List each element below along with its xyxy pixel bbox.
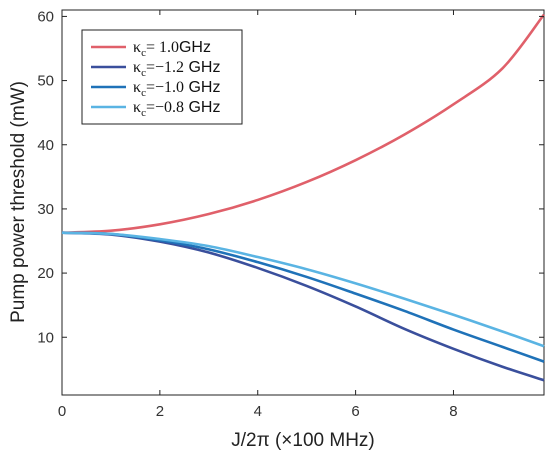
x-tick-label: 2	[156, 403, 164, 420]
series-line-4	[61, 231, 545, 348]
y-tick-label: 50	[37, 73, 54, 90]
legend-label-4: κc=−0.8 GHz	[133, 99, 220, 119]
x-axis-label: J/2π (×100 MHz)	[231, 430, 375, 451]
y-tick-label: 10	[37, 329, 54, 346]
legend-label-1: κc= 1.0GHz	[133, 39, 211, 59]
y-tick-label: 30	[37, 201, 54, 218]
legend-label-3: κc=−1.0 GHz	[133, 79, 220, 99]
x-tick-label: 6	[351, 403, 359, 420]
x-tick-label: 0	[58, 403, 66, 420]
series-line-1	[61, 13, 546, 234]
legend-label-2: κc=−1.2 GHz	[133, 59, 220, 79]
y-axis-label: Pump power threshold (mW)	[8, 81, 29, 323]
y-axis: 10 20 30 40 50 60	[37, 8, 544, 346]
legend-box	[81, 29, 243, 125]
y-tick-label: 60	[37, 8, 54, 25]
series-layer	[61, 13, 546, 382]
y-tick-label: 20	[37, 265, 54, 282]
x-tick-label: 4	[254, 403, 262, 420]
x-axis: 0 2 4 6 8	[58, 10, 458, 420]
y-tick-label: 40	[37, 137, 54, 154]
x-tick-label: 8	[449, 403, 457, 420]
